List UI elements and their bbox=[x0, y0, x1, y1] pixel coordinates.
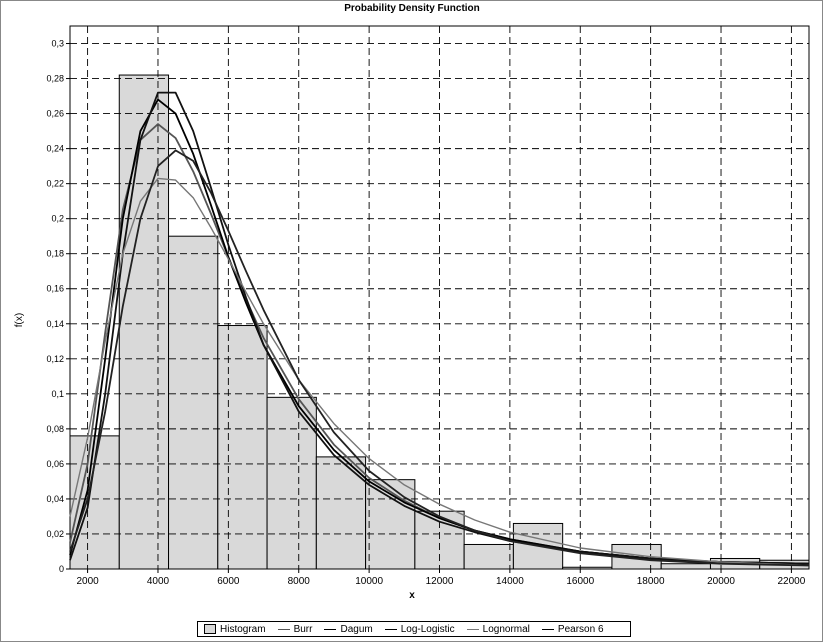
x-tick-label: 6000 bbox=[217, 576, 240, 587]
x-tick-label: 2000 bbox=[76, 576, 99, 587]
density-curve-lognormal bbox=[69, 177, 810, 567]
y-tick-label: 0,22 bbox=[46, 179, 64, 189]
legend-label-lognormal: Lognormal bbox=[482, 623, 530, 635]
lognormal-swatch bbox=[466, 628, 479, 630]
histogram-swatch bbox=[204, 624, 216, 634]
y-tick-label: 0,06 bbox=[46, 459, 64, 469]
x-tick-label: 10000 bbox=[355, 576, 383, 587]
histogram-bar bbox=[217, 325, 268, 570]
y-tick-label: 0,02 bbox=[46, 529, 64, 539]
x-tick-label: 8000 bbox=[288, 576, 311, 587]
legend-item-burr: Burr bbox=[277, 623, 313, 635]
y-tick-label: 0,1 bbox=[51, 389, 64, 399]
legend-label-histogram: Histogram bbox=[220, 623, 266, 635]
y-tick-label: 0,16 bbox=[46, 284, 64, 294]
chart-title: Probability Density Function bbox=[344, 3, 480, 14]
y-tick-label: 0,26 bbox=[46, 109, 64, 119]
legend-item-dagum: Dagum bbox=[324, 623, 373, 635]
burr-swatch bbox=[277, 628, 290, 630]
histogram-bar bbox=[118, 74, 170, 570]
y-tick-label: 0,28 bbox=[46, 74, 64, 84]
legend: Histogram Burr Dagum Log-Logistic Lognor… bbox=[197, 621, 631, 637]
legend-label-burr: Burr bbox=[293, 623, 313, 635]
legend-item-log-logistic: Log-Logistic bbox=[384, 623, 455, 635]
y-tick-label: 0,08 bbox=[46, 424, 64, 434]
density-curve-pearson-6 bbox=[69, 149, 810, 567]
x-tick-label: 22000 bbox=[777, 576, 805, 587]
pearson-6-swatch bbox=[541, 628, 554, 630]
legend-label-pearson-6: Pearson 6 bbox=[557, 623, 604, 635]
histogram-bar bbox=[69, 435, 120, 570]
y-tick-label: 0,18 bbox=[46, 249, 64, 259]
histogram-bar bbox=[562, 566, 613, 570]
histogram-bar bbox=[315, 456, 367, 570]
legend-item-pearson-6: Pearson 6 bbox=[541, 623, 604, 635]
y-tick-label: 0,04 bbox=[46, 494, 64, 504]
y-tick-label: 0,3 bbox=[51, 39, 64, 49]
legend-label-log-logistic: Log-Logistic bbox=[400, 623, 455, 635]
dagum-swatch bbox=[324, 628, 337, 630]
y-tick-label: 0,12 bbox=[46, 354, 64, 364]
legend-item-histogram: Histogram bbox=[204, 624, 266, 635]
x-axis-label: x bbox=[409, 590, 415, 601]
y-tick-label: 0 bbox=[59, 564, 64, 574]
legend-label-dagum: Dagum bbox=[340, 623, 373, 635]
x-tick-label: 20000 bbox=[707, 576, 735, 587]
y-tick-label: 0,24 bbox=[46, 144, 64, 154]
y-tick-label: 0,14 bbox=[46, 319, 64, 329]
legend-item-lognormal: Lognormal bbox=[466, 623, 530, 635]
y-tick-label: 0,2 bbox=[51, 214, 64, 224]
histogram-bar bbox=[168, 235, 219, 570]
histogram-bar bbox=[660, 563, 711, 570]
x-tick-label: 14000 bbox=[496, 576, 524, 587]
plot-area: 2000 4000 6000 8000 10000 12000 14000 16000 1800… bbox=[46, 25, 810, 587]
x-tick-label: 18000 bbox=[637, 576, 665, 587]
y-axis-label: f(x) bbox=[14, 313, 25, 327]
x-tick-label: 12000 bbox=[426, 576, 454, 587]
histogram-bar bbox=[463, 543, 514, 570]
x-tick-label: 16000 bbox=[566, 576, 594, 587]
log-logistic-swatch bbox=[384, 628, 397, 630]
x-tick-label: 4000 bbox=[147, 576, 170, 587]
